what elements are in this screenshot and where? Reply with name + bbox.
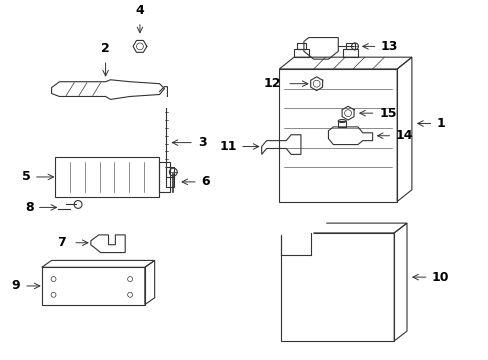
- Text: 15: 15: [379, 107, 396, 120]
- Text: 3: 3: [198, 136, 206, 149]
- Text: 13: 13: [380, 40, 397, 53]
- Bar: [158, 162, 170, 192]
- Text: 9: 9: [12, 279, 20, 292]
- Text: 1: 1: [436, 117, 444, 130]
- Bar: [346, 44, 354, 49]
- Text: 12: 12: [264, 77, 281, 90]
- Text: 2: 2: [101, 42, 110, 55]
- Text: 11: 11: [219, 140, 237, 153]
- Text: 8: 8: [25, 201, 34, 214]
- Bar: [41, 267, 144, 305]
- Bar: [338, 121, 346, 127]
- Bar: [55, 157, 158, 197]
- Bar: [279, 69, 396, 202]
- Bar: [343, 49, 357, 57]
- Bar: [293, 49, 308, 57]
- Text: 6: 6: [201, 175, 209, 188]
- Bar: [166, 167, 174, 187]
- Text: 10: 10: [430, 271, 448, 284]
- Text: 14: 14: [394, 129, 412, 142]
- Text: 4: 4: [135, 4, 144, 17]
- Bar: [281, 233, 393, 341]
- Text: 7: 7: [58, 236, 66, 249]
- Text: 5: 5: [22, 171, 31, 184]
- Bar: [296, 44, 305, 49]
